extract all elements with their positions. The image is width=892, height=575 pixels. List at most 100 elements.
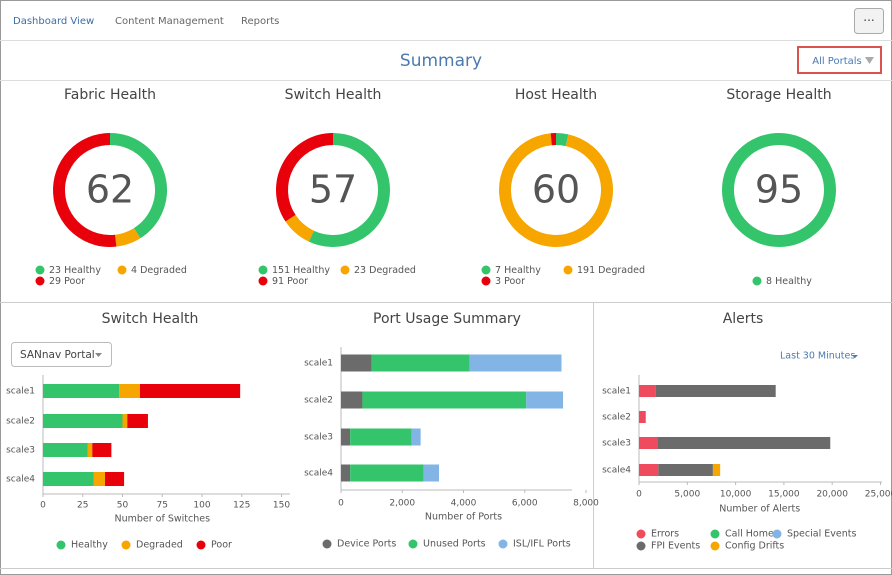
legend-value: 3: [495, 276, 501, 287]
legend-name: Poor: [287, 276, 308, 287]
legend-label: Errors: [651, 529, 679, 540]
legend-label: 4 Degraded: [131, 265, 187, 276]
legend-swatch: [408, 539, 418, 549]
legend-swatch: [636, 541, 646, 551]
legend-name: Healthy: [293, 265, 330, 276]
legend-swatch: [196, 540, 206, 550]
legend-value: 91: [272, 276, 284, 287]
bar-segment: [639, 464, 659, 476]
legend-label: Call Home: [725, 529, 774, 540]
bar-segment: [341, 391, 363, 409]
caret: [95, 353, 102, 357]
x-tick-label: 0: [40, 501, 46, 511]
bar-segment: [657, 437, 831, 449]
bar-segment: [341, 354, 372, 372]
y-tick-label: scale4: [6, 475, 35, 485]
legend-swatch: [481, 276, 491, 286]
y-tick-label: scale2: [6, 417, 35, 427]
bar-segment: [43, 472, 94, 486]
donut-score: 60: [532, 168, 580, 212]
bar-segment: [105, 472, 125, 486]
bar-segment: [655, 385, 776, 397]
x-tick-label: 75: [157, 501, 168, 511]
legend-label: 191 Degraded: [577, 265, 645, 276]
x-tick-label: 6,000: [512, 499, 538, 509]
legend-swatch: [710, 529, 720, 539]
nav-tab[interactable]: Content Management: [115, 16, 224, 27]
nav-tab[interactable]: Reports: [241, 16, 279, 27]
bar-segment: [139, 384, 241, 398]
y-tick-label: scale2: [602, 413, 631, 423]
legend-value: 23: [354, 265, 366, 276]
filter-label[interactable]: Last 30 Minutes: [780, 351, 855, 362]
menu-icon[interactable]: ···: [863, 14, 874, 28]
legend-value: 8: [766, 276, 772, 287]
nav-tab[interactable]: Dashboard View: [13, 16, 94, 27]
donut-segment: [53, 133, 117, 247]
bar-segment: [712, 464, 721, 476]
legend-value: 23: [49, 265, 61, 276]
bar-segment: [341, 464, 351, 482]
bar-segment: [639, 411, 646, 423]
x-tick-label: 25,000: [865, 490, 892, 500]
menu-button[interactable]: [854, 8, 884, 34]
legend-name: Poor: [504, 276, 525, 287]
filter-dropdown[interactable]: [11, 342, 112, 367]
legend-name: Healthy: [64, 265, 101, 276]
bar-segment: [93, 472, 106, 486]
portal-filter-label[interactable]: All Portals: [812, 56, 862, 67]
y-tick-label: scale2: [304, 396, 333, 406]
y-tick-label: scale1: [6, 387, 35, 397]
legend-value: 4: [131, 265, 137, 276]
legend-name: Degraded: [369, 265, 416, 276]
x-tick-label: 0: [338, 499, 344, 509]
caret: [852, 355, 858, 358]
x-tick-label: 25: [77, 501, 88, 511]
legend-label: 23 Healthy: [49, 265, 101, 276]
filter-label[interactable]: SANnav Portal: [20, 349, 95, 361]
bar-segment: [371, 354, 470, 372]
legend-label: 3 Poor: [495, 276, 525, 287]
bar-segment: [341, 428, 351, 446]
bar-segment: [526, 391, 564, 409]
legend-value: 29: [49, 276, 61, 287]
bar-segment: [350, 428, 412, 446]
legend-label: 29 Poor: [49, 276, 85, 287]
bar-segment: [119, 384, 140, 398]
x-tick-label: 4,000: [451, 499, 477, 509]
legend-value: 191: [577, 265, 595, 276]
donut-segment: [555, 133, 569, 147]
chart-title: Storage Health: [726, 87, 831, 103]
caret: [865, 57, 874, 64]
legend-label: Device Ports: [337, 539, 396, 550]
legend-swatch: [340, 265, 350, 275]
bar-segment: [350, 464, 424, 482]
bar-segment: [639, 437, 658, 449]
chart-title: Fabric Health: [64, 87, 156, 103]
y-tick-label: scale3: [6, 446, 35, 456]
y-tick-label: scale1: [602, 387, 631, 397]
x-axis-title: Number of Ports: [425, 512, 502, 523]
legend-value: 7: [495, 265, 501, 276]
x-tick-label: 8,000: [573, 499, 599, 509]
legend-swatch: [258, 265, 268, 275]
donut-score: 57: [309, 168, 357, 212]
chart-title: Alerts: [723, 311, 764, 327]
legend-swatch: [563, 265, 573, 275]
legend-swatch: [35, 276, 45, 286]
legend-name: Healthy: [775, 276, 812, 287]
legend-label: Healthy: [71, 540, 108, 551]
x-tick-label: 5,000: [674, 490, 700, 500]
bar-segment: [469, 354, 562, 372]
legend-swatch: [56, 540, 66, 550]
chart-title: Switch Health: [285, 87, 382, 103]
legend-swatch: [752, 276, 762, 286]
x-axis-title: Number of Switches: [114, 514, 210, 525]
x-axis-title: Number of Alerts: [719, 504, 800, 515]
donut-score: 95: [755, 168, 803, 212]
legend-label: Poor: [211, 540, 232, 551]
legend-name: Degraded: [140, 265, 187, 276]
bar-segment: [43, 384, 120, 398]
y-tick-label: scale4: [304, 469, 333, 479]
